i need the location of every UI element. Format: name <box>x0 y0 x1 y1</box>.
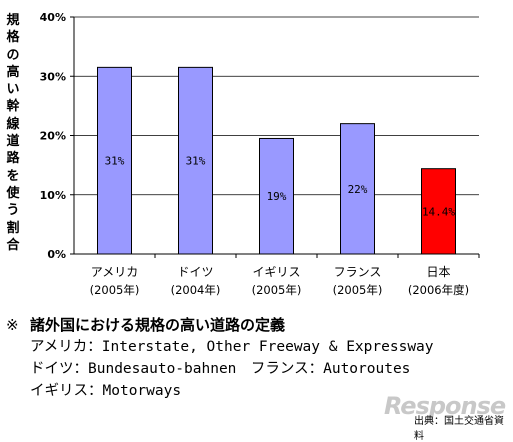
bar <box>259 137 294 255</box>
bar <box>421 168 456 255</box>
x-category-labels: アメリカ (2005年) ドイツ (2004年) イギリス (2005年) フランス (200… <box>90 265 470 297</box>
category-label: フランス <box>334 265 382 279</box>
bar <box>340 123 375 255</box>
data-label: 22% <box>348 183 368 196</box>
category-year-label: (2004年) <box>171 283 221 297</box>
note-mark: ※ <box>6 316 19 334</box>
category-year-label: (2006年度) <box>408 283 469 297</box>
y-tick-labels: 0% 10% 20% 30% 40% <box>40 11 66 261</box>
category-year-label: (2005年) <box>252 283 302 297</box>
data-label: 14.4% <box>422 205 455 218</box>
data-label: 31% <box>105 155 125 168</box>
category-label: 日本 <box>426 265 450 279</box>
data-labels: 31% 31% 19% 22% 14.4% <box>105 155 456 219</box>
y-tick-label: 20% <box>40 130 66 143</box>
bar <box>97 66 132 255</box>
y-tick-label: 0% <box>47 248 66 261</box>
y-tick-label: 30% <box>40 70 66 83</box>
category-year-label: (2005年) <box>333 283 383 297</box>
bar-chart: 0% 10% 20% 30% 40% アメリカ (2005年) ドイツ (2004年) イギリス… <box>40 11 480 297</box>
data-label: 19% <box>267 190 287 203</box>
category-label: イギリス <box>252 265 300 279</box>
gridlines <box>70 16 480 258</box>
response-logo: Response <box>384 392 506 420</box>
data-label: 31% <box>186 155 206 168</box>
bars <box>97 66 456 255</box>
note-line-usa: アメリカ：Interstate, Other Freeway & Express… <box>30 339 434 355</box>
bar <box>178 66 213 255</box>
notes-title-text: 諸外国における規格の高い道路の定義 <box>30 316 286 334</box>
y-axis-label: 規格の高い幹線道路を使う割合 <box>6 13 20 253</box>
note-line-uk: イギリス：Motorways <box>30 383 182 399</box>
notes-title: ※ 諸外国における規格の高い道路の定義 <box>6 314 434 336</box>
category-label: ドイツ <box>177 265 213 279</box>
note-line-germany-france: ドイツ：Bundesauto-bahnen フランス：Autoroutes <box>30 361 411 377</box>
category-year-label: (2005年) <box>90 283 140 297</box>
source-credit: 出典：国土交通省資料 <box>414 416 504 442</box>
definition-notes: ※ 諸外国における規格の高い道路の定義 アメリカ：Interstate, Othe… <box>6 314 434 402</box>
category-label: アメリカ <box>91 265 138 279</box>
y-tick-label: 40% <box>40 11 66 24</box>
y-tick-label: 10% <box>40 189 66 202</box>
